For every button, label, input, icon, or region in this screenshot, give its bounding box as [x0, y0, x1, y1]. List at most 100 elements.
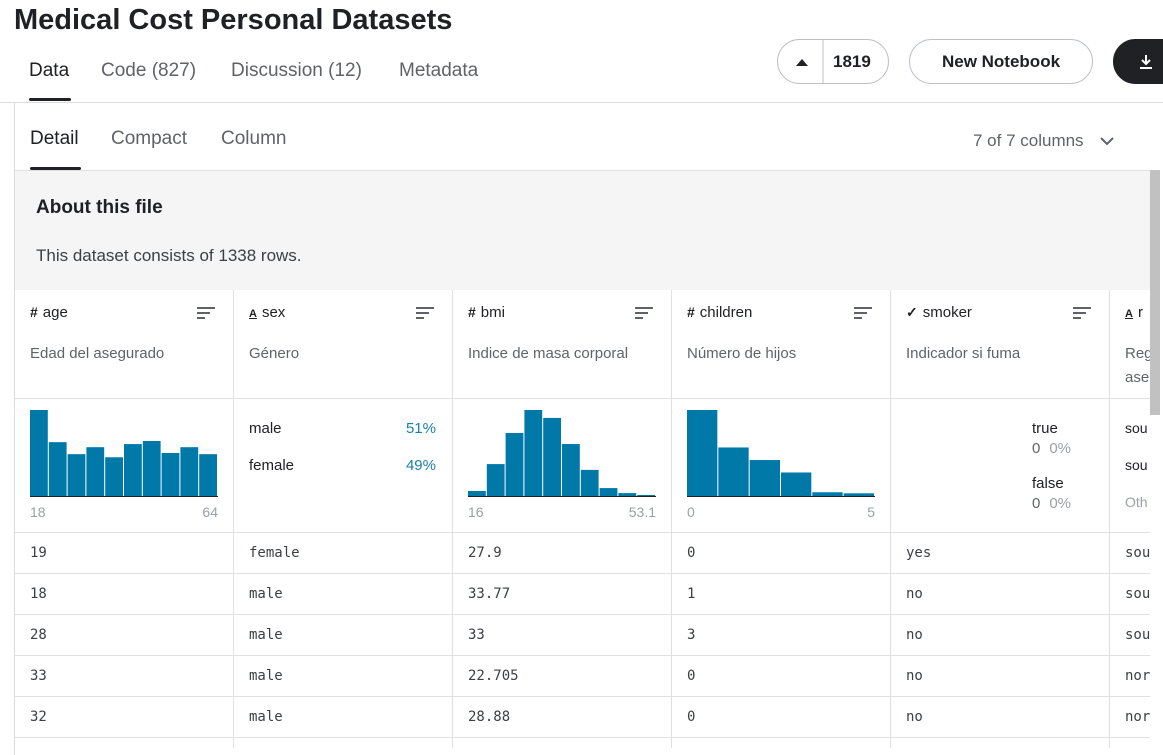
category-label: Oth: [1125, 494, 1148, 510]
cell: female: [249, 545, 300, 561]
sort-icon: [197, 307, 215, 319]
boolean-stat: 0 0%: [1032, 495, 1071, 512]
histogram-bar: [161, 453, 180, 496]
upvote-count: 1819: [833, 51, 871, 71]
view-underline: [30, 167, 81, 170]
boolean-label: false: [1032, 475, 1064, 492]
cell: 33: [30, 668, 47, 684]
histogram-bar: [468, 490, 486, 496]
row-divider: [15, 532, 1150, 533]
dataset-title: Medical Cost Personal Datasets: [14, 4, 453, 36]
cell: 0: [687, 709, 696, 725]
column: # children Número de hijos 0 5 0 1 3 0 0: [672, 290, 891, 748]
cell: 3: [687, 627, 696, 643]
download-icon: [1140, 54, 1152, 69]
histogram-bar: [687, 410, 718, 496]
cell: 32: [30, 709, 47, 725]
histogram-bar: [524, 410, 543, 496]
cell: sou: [1125, 627, 1150, 643]
category-label: male: [249, 420, 282, 437]
row-divider: [15, 398, 1150, 399]
boolean-count: 0: [1032, 495, 1041, 512]
row-divider: [15, 696, 1150, 697]
histogram: [468, 410, 656, 497]
category-share: 49%: [405, 457, 436, 474]
sort-icon: [416, 307, 434, 319]
histogram-max: 53.1: [628, 504, 656, 520]
histogram-min: 16: [468, 504, 484, 520]
column-header: # age: [30, 304, 68, 321]
column-name: children: [699, 304, 753, 321]
cell: nor: [1125, 668, 1150, 684]
about-title: About this file: [36, 197, 163, 218]
cell: no: [906, 668, 923, 684]
row-divider: [15, 737, 1150, 738]
column-header: # children: [687, 304, 752, 321]
column-name: age: [42, 304, 68, 321]
columns-selector[interactable]: 7 of 7 columns: [973, 131, 1124, 151]
upvote-arrow: [796, 40, 824, 83]
boolean-stat: 0 0%: [1032, 440, 1071, 457]
cell: 18: [30, 586, 47, 602]
boolean-count: 0: [1032, 440, 1041, 457]
view-compact[interactable]: Compact: [111, 128, 188, 149]
column: ✓ smoker Indicador si fuma true 0 0% false 0 0% y…: [891, 290, 1110, 748]
download-button[interactable]: [1113, 39, 1163, 84]
tab-data[interactable]: Data: [29, 60, 70, 81]
category-label: sou: [1125, 457, 1148, 473]
row-divider: [15, 614, 1150, 615]
tab-code[interactable]: Code (827): [101, 60, 197, 81]
histogram-bar: [543, 417, 561, 496]
column-description: Género: [249, 345, 300, 362]
cell: sou: [1125, 586, 1150, 602]
histogram-min: 0: [687, 504, 695, 520]
category-share: 51%: [405, 420, 436, 437]
category-label: sou: [1125, 420, 1148, 436]
column-name: smoker: [922, 304, 972, 321]
type-icon: #: [687, 304, 695, 320]
chevron: [1099, 137, 1114, 146]
cell: yes: [906, 545, 932, 561]
column-description: Reg ase: [1125, 345, 1150, 386]
sort-icon: [635, 307, 653, 319]
about-text: This dataset consists of 1338 rows.: [36, 246, 302, 265]
new-notebook-button[interactable]: New Notebook: [909, 39, 1093, 84]
column-name: sex: [261, 304, 286, 321]
columns-count: 7 of 7 columns: [973, 131, 1084, 150]
column: # age Edad del asegurado 18 64 19 18 28 33 32: [15, 290, 234, 748]
type-icon: A: [249, 308, 257, 320]
cell: 28: [30, 627, 47, 643]
column-description: Edad del asegurado: [30, 345, 165, 362]
tab-discussion[interactable]: Discussion (12): [231, 60, 362, 81]
histogram-max: 64: [202, 504, 218, 520]
sort-icon: [1073, 307, 1091, 319]
tab-metadata[interactable]: Metadata: [399, 60, 479, 81]
histogram-bar: [199, 454, 217, 496]
cell: 28.88: [468, 709, 511, 725]
view-column[interactable]: Column: [221, 128, 287, 149]
cell: nor: [1125, 709, 1150, 725]
column-description: Indice de masa corporal: [468, 345, 629, 362]
histogram-bar: [781, 472, 812, 496]
view-detail[interactable]: Detail: [30, 128, 79, 149]
histogram-max: 5: [867, 504, 875, 520]
histogram-bar: [718, 447, 749, 496]
type-icon: #: [468, 304, 476, 320]
histogram-bar: [86, 447, 105, 496]
column-header: ✓ smoker: [906, 304, 972, 321]
panel-border: [14, 103, 15, 755]
upvote-button[interactable]: 1819: [777, 39, 889, 84]
histogram: [30, 410, 218, 497]
column-description: Indicador si fuma: [906, 345, 1021, 362]
boolean-share: 0%: [1049, 495, 1072, 512]
sort-icon: [854, 307, 872, 319]
cell: 0: [687, 545, 696, 561]
histogram-bar: [618, 493, 637, 496]
histogram-bar: [124, 444, 142, 496]
cell: male: [249, 709, 283, 725]
cell: 0: [687, 668, 696, 684]
